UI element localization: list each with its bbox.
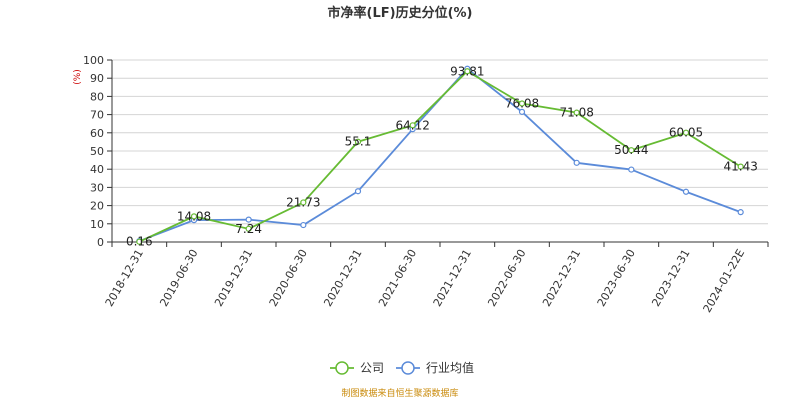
series-line xyxy=(138,70,742,243)
data-label: 93.81 xyxy=(450,64,484,78)
data-label: 64.12 xyxy=(395,118,429,132)
data-point xyxy=(628,166,635,173)
y-tick-label: 40 xyxy=(90,163,104,176)
data-label: 21.73 xyxy=(286,195,320,209)
y-tick-label: 20 xyxy=(90,200,104,213)
data-label: 50.44 xyxy=(614,143,648,157)
y-tick-label: 60 xyxy=(90,127,104,140)
x-tick-label: 2021-12-31 xyxy=(431,247,474,309)
x-tick-label: 2024-01-22E xyxy=(701,247,748,315)
data-label: 71.08 xyxy=(559,106,593,120)
y-tick-label: 10 xyxy=(90,218,104,231)
data-point xyxy=(573,109,580,116)
data-label: 14.08 xyxy=(177,209,211,223)
y-tick-label: 70 xyxy=(90,109,104,122)
data-point xyxy=(245,225,252,232)
data-point xyxy=(409,122,416,129)
data-point xyxy=(354,188,362,195)
y-tick-label: 80 xyxy=(90,90,104,103)
y-tick-label: 0 xyxy=(97,236,104,249)
x-tick-label: 2023-06-30 xyxy=(595,247,638,309)
x-tick-label: 2019-06-30 xyxy=(157,247,200,309)
grid-lines xyxy=(112,59,768,243)
y-tick-label: 100 xyxy=(83,54,104,67)
data-label: 55.1 xyxy=(345,135,372,149)
data-point xyxy=(682,188,690,195)
legend[interactable]: 公司 行业均值 xyxy=(330,360,474,375)
y-tick-label: 30 xyxy=(90,181,104,194)
series-layer xyxy=(136,65,744,245)
legend-swatch-marker xyxy=(335,361,349,375)
data-label: 60.05 xyxy=(669,126,703,140)
data-label: 41.43 xyxy=(723,160,757,174)
data-label: 7.24 xyxy=(235,222,262,236)
data-point xyxy=(518,108,526,115)
data-labels: 0.16 14.08 7.24 21.73 55.1 64.12 93.81 76.08 71.… xyxy=(126,64,758,248)
x-tick-label: 2021-06-30 xyxy=(376,247,419,309)
data-label: 0.16 xyxy=(126,235,153,249)
x-tick-label: 2020-06-30 xyxy=(267,247,310,309)
x-tick-label: 2023-12-31 xyxy=(649,247,692,309)
data-point xyxy=(682,129,690,136)
data-point xyxy=(300,199,307,206)
source-note: 制图数据来自恒生聚源数据库 xyxy=(341,387,458,399)
legend-label: 公司 xyxy=(360,361,384,375)
data-point xyxy=(573,159,580,166)
y-axis-unit: (%) xyxy=(73,69,83,85)
data-point xyxy=(737,163,744,170)
data-point xyxy=(245,216,252,223)
series-line xyxy=(139,67,741,242)
x-axis: 2018-12-31 2019-06-30 2019-12-31 2020-06-30… xyxy=(103,241,769,315)
x-tick-label: 2018-12-31 xyxy=(103,247,146,309)
x-tick-label: 2020-12-31 xyxy=(321,247,364,309)
y-tick-label: 50 xyxy=(90,145,104,158)
x-tick-label: 2019-12-31 xyxy=(212,247,255,309)
x-tick-label: 2022-06-30 xyxy=(485,247,528,309)
data-point xyxy=(464,68,471,75)
data-point xyxy=(354,138,362,145)
data-point xyxy=(190,213,198,220)
data-point xyxy=(737,209,744,216)
y-tick-label: 90 xyxy=(90,72,104,85)
legend-swatch-marker xyxy=(401,361,415,375)
data-label: 76.08 xyxy=(505,97,539,111)
y-axis-ticks: 0 10 20 30 40 50 60 70 80 90 100 xyxy=(83,54,113,249)
data-point xyxy=(136,238,143,245)
data-point xyxy=(300,221,307,229)
legend-label: 行业均值 xyxy=(426,360,474,375)
data-point xyxy=(518,100,526,107)
data-point xyxy=(628,147,635,154)
chart-title: 市净率(LF)历史分位(%) xyxy=(328,5,473,21)
x-tick-label: 2022-12-31 xyxy=(540,247,583,309)
